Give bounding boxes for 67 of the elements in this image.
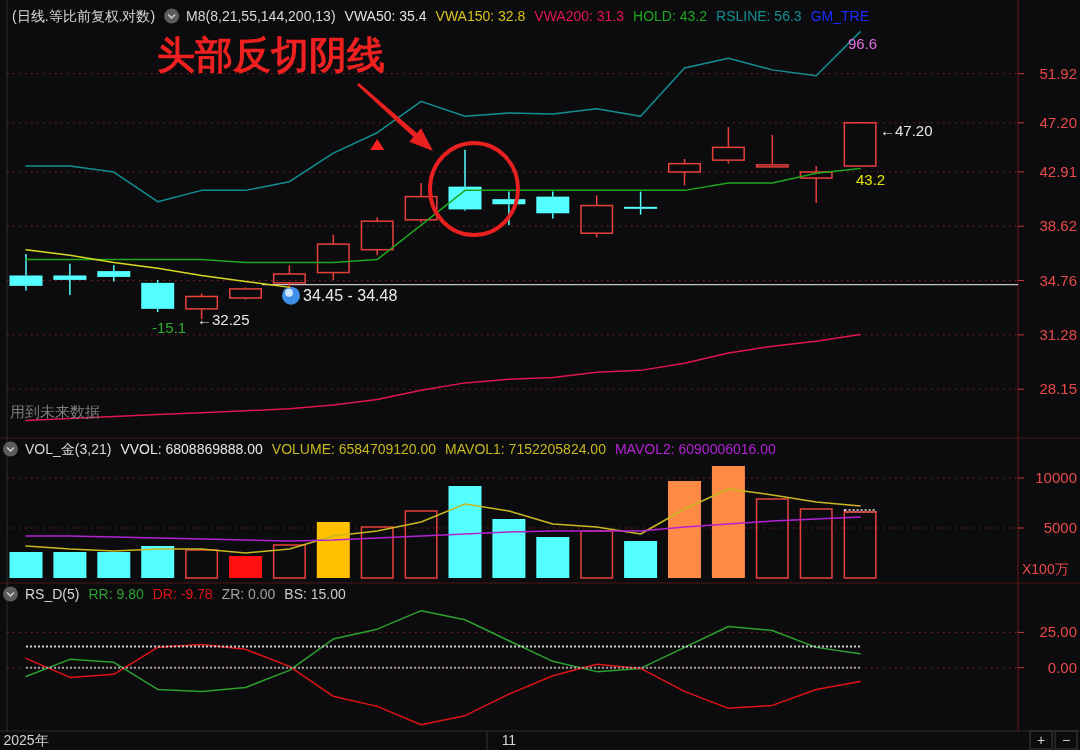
annotation: 96.6: [848, 35, 878, 52]
line-series: [25, 516, 861, 542]
button: +: [1029, 730, 1053, 750]
bar: [185, 549, 219, 579]
bar: [536, 537, 570, 578]
bar: [624, 541, 658, 578]
text: DR: -9.78: [152, 586, 213, 602]
chart-title: RS_D(5): [25, 586, 80, 602]
annotation: 头部反切阴线: [157, 34, 385, 76]
bar: [711, 466, 745, 578]
y-tick-label: 28.15: [1039, 380, 1077, 398]
annotation: 34.45 - 34.48: [303, 287, 398, 304]
text: RSLINE: 56.3: [716, 8, 802, 24]
bar: [755, 498, 789, 579]
text: (日线.等比前复权.对数): [12, 8, 156, 24]
y-tick-label: 31.28: [1039, 325, 1077, 343]
annotation: -15.1: [152, 319, 187, 336]
bar: [448, 486, 482, 578]
text: VVOL: 6808869888.00: [120, 441, 264, 457]
y-tick-label: 25.00: [1039, 623, 1077, 641]
text: MAVOL2: 6090006016.00: [614, 441, 777, 457]
y-tick-label: 34.76: [1039, 271, 1077, 289]
bar: [229, 556, 262, 578]
bar: [799, 508, 833, 579]
y-tick-label: 51.92: [1039, 64, 1077, 82]
legend-label: VWA150: 32.8: [435, 8, 526, 24]
bar: [843, 511, 877, 579]
y-tick-label: 42.91: [1039, 162, 1077, 180]
y-tick-label: 38.62: [1039, 217, 1077, 235]
bar: [404, 510, 438, 579]
bar: [492, 519, 526, 578]
bar: [668, 481, 701, 578]
text: RR: 9.80: [88, 586, 144, 602]
text: BS: 15.00: [284, 586, 347, 602]
line-series: [25, 488, 861, 554]
annotation: ←47.20: [880, 122, 933, 139]
annotation: 用到未来数据: [10, 403, 100, 420]
bar: [97, 552, 131, 578]
y-axis-title: X100万: [1022, 561, 1069, 577]
bar: [272, 544, 306, 579]
line-series: [25, 609, 861, 693]
annotation: VOLUME: 6584709120.00: [271, 441, 437, 457]
bar: [141, 546, 175, 578]
bar: [9, 552, 43, 578]
y-tick-label: 5000: [1043, 519, 1077, 536]
bar: [843, 509, 877, 513]
y-tick-label: 10000: [1035, 469, 1077, 486]
text: MAVOL1: 7152205824.00: [445, 441, 607, 457]
x-tick-label: 11: [501, 732, 517, 748]
text: VWA200: 31.3: [534, 8, 625, 24]
chart-title: VOL_金(3,21): [25, 441, 112, 457]
bar: [316, 522, 350, 578]
legend-title: M8(8,21,55,144,200,13): [186, 8, 336, 24]
annotation: ←32.25: [197, 311, 250, 328]
y-tick-label: 0.00: [1047, 658, 1077, 676]
bar: [360, 526, 394, 579]
x-tick-label: 2025年: [3, 732, 49, 748]
button: −: [1054, 730, 1078, 750]
y-tick-label: 47.20: [1039, 113, 1077, 131]
line-series: [25, 333, 861, 422]
annotation: 43.2: [856, 171, 886, 189]
line-series: [25, 643, 861, 726]
legend-label: VWA50: 35.4: [344, 8, 427, 24]
bar: [53, 552, 87, 578]
text: ZR: 0.00: [221, 586, 276, 602]
text: HOLD: 43.2: [633, 8, 708, 24]
legend-label: GM_TRE: [810, 8, 869, 24]
